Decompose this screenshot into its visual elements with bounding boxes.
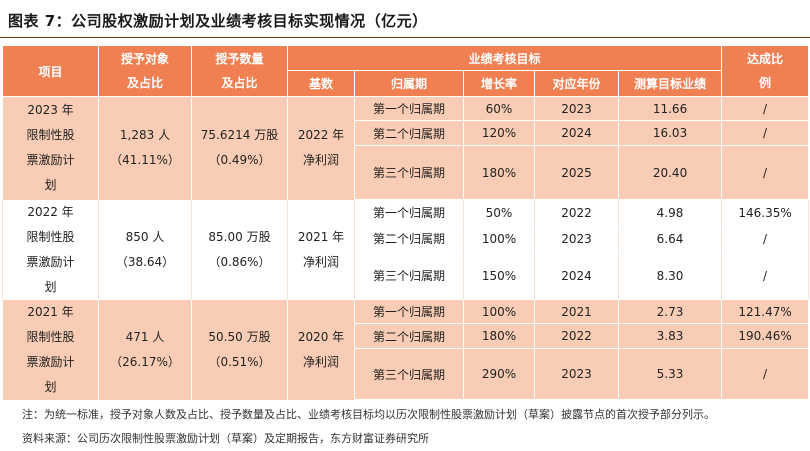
cell-calc: 20.40 <box>617 145 723 200</box>
header-grant-target: 授予对象 及占比 <box>98 45 192 97</box>
cell-grant-qty: 50.50 万股 （0.51%） <box>191 299 288 400</box>
cell-year: 2023 <box>534 225 619 253</box>
table-body: 2023 年限制性股 票激励计划 1,283 人（41.11%） 75.6214 万股… <box>2 96 810 400</box>
table-row: 第二个归属期 180% 2022 3.83 190.46% <box>3 323 810 350</box>
header-item: 项目 <box>2 45 99 97</box>
cell-growth: 100% <box>463 225 535 253</box>
cell-year: 2021 <box>534 299 619 325</box>
cell-achieve: 121.47% <box>721 299 810 325</box>
table-row: 第三个归属期 180% 2025 20.40/ <box>3 145 810 200</box>
cell-base: 2022 年净利润 <box>287 96 355 200</box>
cell-period: 第一个归属期 <box>354 199 464 227</box>
cell-achieve: / <box>721 225 810 253</box>
incentive-plan-table: 项目 授予对象 及占比 授予数量 及占比 业绩考核目标 达成比例 基数 归属期 增长… <box>2 45 810 400</box>
cell-period: 第三个归属期 <box>354 252 464 300</box>
cell-base: 2020 年净利润 <box>287 299 355 400</box>
header-grant-qty: 授予数量 及占比 <box>191 45 288 97</box>
table-note: 注：为统一标准，授予对象人数及占比、授予数量及占比、业绩考核目标均以历次限制性股… <box>22 408 715 421</box>
cell-achieve: / <box>721 145 810 200</box>
cell-growth: 60% <box>463 96 535 121</box>
table-row: 第二个归属期 100% 2023 6.64/ <box>3 225 810 253</box>
cell-calc: 11.66 <box>617 96 723 121</box>
cell-item: 2022 年限制性股 票激励计划 <box>2 199 99 300</box>
cell-period: 第二个归属期 <box>354 323 464 350</box>
cell-grant-qty: 75.6214 万股 （0.49%） <box>191 96 288 200</box>
cell-achieve: / <box>721 252 810 300</box>
cell-calc: 4.98 <box>617 199 723 227</box>
cell-growth: 180% <box>463 145 535 200</box>
cell-growth: 50% <box>463 199 535 227</box>
figure-title: 图表 7：公司股权激励计划及业绩考核目标实现情况（亿元） <box>8 12 428 30</box>
cell-achieve: / <box>721 348 810 400</box>
cell-period: 第一个归属期 <box>354 299 464 325</box>
cell-calc: 8.30 <box>617 252 723 300</box>
table-source: 资料来源：公司历次限制性股票激励计划（草案）及定期报告，东方财富证券研究所 <box>22 432 429 445</box>
cell-growth: 290% <box>463 348 535 400</box>
cell-year: 2024 <box>534 252 619 300</box>
cell-calc: 16.03 <box>617 120 723 146</box>
cell-achieve: / <box>721 96 810 121</box>
cell-year: 2023 <box>534 96 619 121</box>
cell-growth: 150% <box>463 252 535 300</box>
header-calc: 测算目标业绩 <box>617 70 723 97</box>
cell-base: 2021 年净利润 <box>287 199 355 300</box>
table-row: 2023 年限制性股 票激励计划 1,283 人（41.11%） 75.6214 万股… <box>2 96 810 200</box>
cell-achieve: / <box>721 120 810 146</box>
cell-year: 2022 <box>534 199 619 227</box>
cell-grant-target: 1,283 人（41.11%） <box>98 96 192 200</box>
cell-period: 第三个归属期 <box>354 348 464 400</box>
header-period: 归属期 <box>354 70 464 97</box>
cell-calc: 5.33 <box>617 348 723 400</box>
cell-growth: 180% <box>463 323 535 350</box>
cell-period: 第三个归属期 <box>354 145 464 200</box>
cell-grant-target: 850 人（38.64） <box>98 199 192 300</box>
cell-year: 2022 <box>534 323 619 350</box>
cell-year: 2025 <box>534 145 619 200</box>
cell-achieve: 146.35% <box>721 199 810 227</box>
table-row: 2022 年限制性股 票激励计划 850 人（38.64） 85.00 万股 （0.86… <box>2 199 810 300</box>
cell-item: 2021 年限制性股 票激励计划 <box>2 299 99 400</box>
cell-year: 2023 <box>534 348 619 400</box>
cell-calc: 6.64 <box>617 225 723 253</box>
title-divider <box>0 37 810 38</box>
cell-period: 第二个归属期 <box>354 225 464 253</box>
table-row: 第三个归属期 150% 2024 8.30/ <box>3 252 810 300</box>
cell-period: 第二个归属期 <box>354 120 464 146</box>
cell-achieve: 190.46% <box>721 323 810 350</box>
table-row: 第二个归属期 120% 2024 16.03/ <box>3 120 810 146</box>
cell-item: 2023 年限制性股 票激励计划 <box>2 96 99 200</box>
header-perf-target: 业绩考核目标 <box>286 45 723 71</box>
header-growth: 增长率 <box>463 70 535 97</box>
cell-calc: 2.73 <box>617 299 723 325</box>
table-row: 2021 年限制性股 票激励计划 471 人（26.17%） 50.50 万股 （0.5… <box>2 299 810 400</box>
cell-grant-target: 471 人（26.17%） <box>98 299 192 400</box>
header-year: 对应年份 <box>534 70 619 97</box>
cell-grant-qty: 85.00 万股 （0.86%） <box>191 199 288 300</box>
header-base: 基数 <box>287 70 355 97</box>
cell-period: 第一个归属期 <box>354 96 464 121</box>
header-achieve: 达成比例 <box>721 45 810 97</box>
cell-year: 2024 <box>534 120 619 146</box>
cell-growth: 100% <box>463 299 535 325</box>
cell-growth: 120% <box>463 120 535 146</box>
cell-calc: 3.83 <box>617 323 723 350</box>
table-row: 第三个归属期 290% 2023 5.33/ <box>3 348 810 400</box>
